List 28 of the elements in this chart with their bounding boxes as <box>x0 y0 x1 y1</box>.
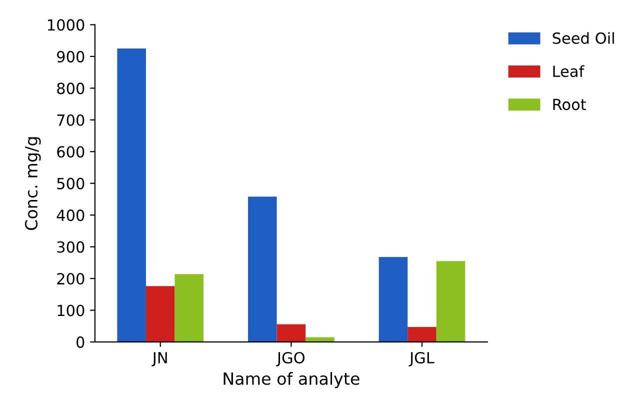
bar <box>408 327 436 342</box>
y-tick-label: 0 <box>76 336 84 348</box>
bar <box>276 324 306 342</box>
y-tick-label: 400 <box>56 210 84 222</box>
y-tick-label: 800 <box>57 82 84 94</box>
legend-label: Seed Oil <box>552 32 614 44</box>
y-tick-label: 700 <box>57 114 84 126</box>
y-tick-label: 1000 <box>48 19 84 31</box>
bar <box>117 48 146 342</box>
y-tick-label: 100 <box>58 304 84 316</box>
y-tick-label: 300 <box>57 241 84 253</box>
y-tick-label: 500 <box>57 178 84 190</box>
x-tick-label: JGL <box>408 352 434 366</box>
bar <box>436 261 466 342</box>
x-tick-label: JGO <box>276 352 305 366</box>
legend-label: Leaf <box>553 65 584 78</box>
y-tick-label: 200 <box>57 272 84 285</box>
bar <box>378 256 408 342</box>
bar <box>248 196 277 342</box>
y-tick-label: 900 <box>57 50 84 62</box>
x-tick-label: JN <box>152 352 167 366</box>
x-axis-title: Name of analyte <box>224 372 360 388</box>
y-axis-title: Conc. mg/g <box>24 137 41 230</box>
bar <box>174 274 204 342</box>
bar <box>146 286 175 342</box>
y-tick-label: 600 <box>57 146 84 158</box>
legend-label: Root <box>553 98 586 110</box>
bar <box>306 337 334 342</box>
